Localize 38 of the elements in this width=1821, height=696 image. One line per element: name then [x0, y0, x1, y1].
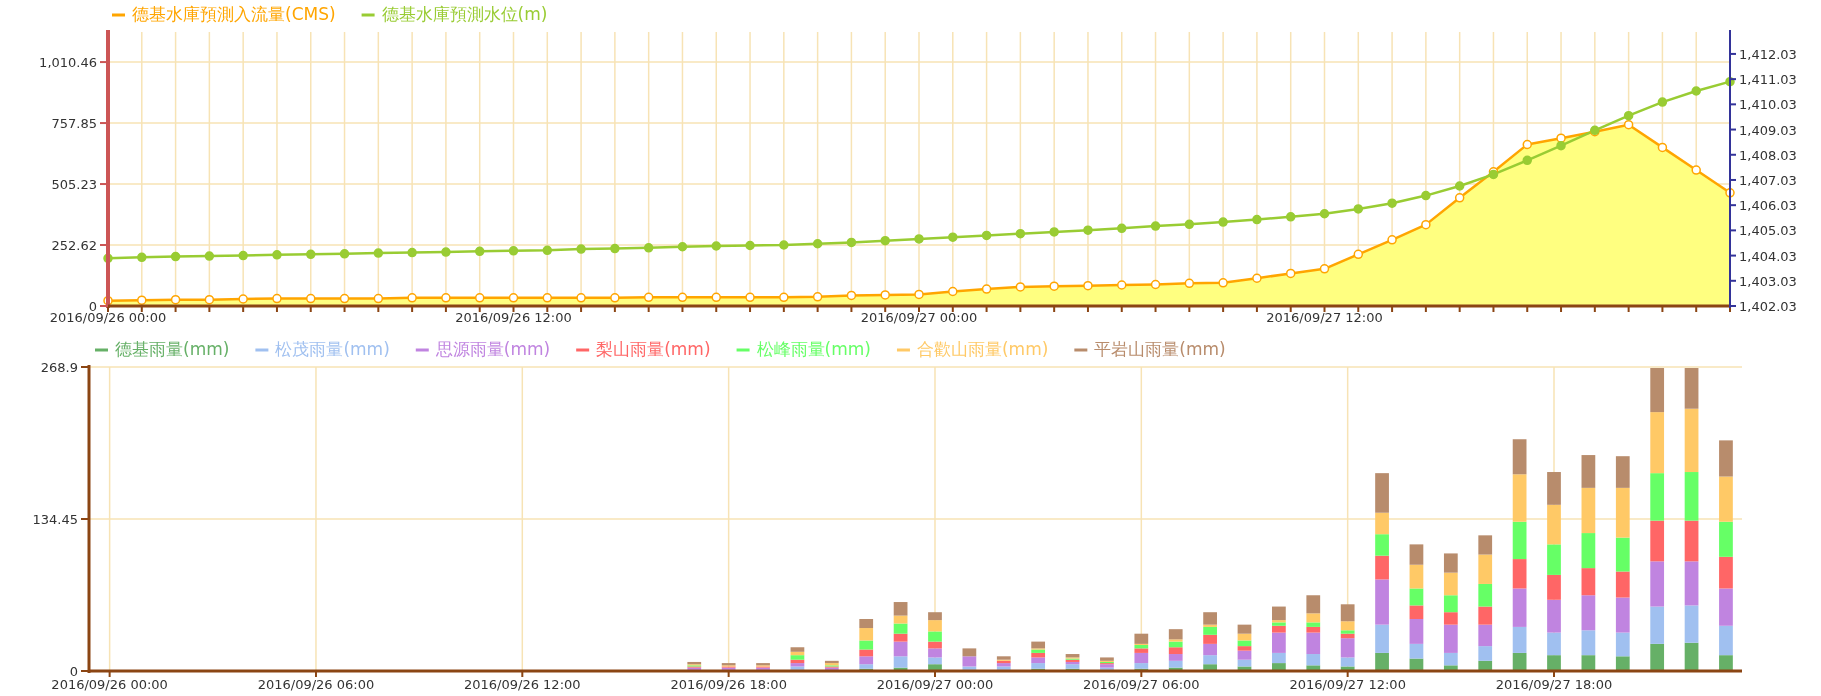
x-tick-label: 2016/09/26 00:00 — [51, 677, 168, 692]
x-tick-label: 2016/09/26 12:00 — [455, 310, 572, 325]
x-tick-label: 2016/09/27 00:00 — [876, 677, 994, 692]
y2-tick-label: 1,410.03 — [1739, 97, 1797, 113]
y-tick-label: 505.23 — [51, 177, 97, 193]
y2-tick-label: 1,406.03 — [1739, 198, 1797, 214]
legend-label: 平岩山雨量(mm) — [1094, 339, 1226, 359]
y-tick-label: 1,010.46 — [39, 55, 97, 71]
x-tick-label: 2016/09/27 12:00 — [1266, 310, 1383, 325]
x-tick-label: 2016/09/27 06:00 — [1083, 677, 1200, 692]
legend-label: 德基雨量(mm) — [115, 339, 230, 359]
x-tick-label: 2016/09/27 18:00 — [1495, 677, 1613, 692]
legend-label: 梨山雨量(mm) — [596, 339, 711, 359]
x-tick-label: 2016/09/26 18:00 — [670, 677, 787, 692]
y-tick-label: 268.9 — [40, 360, 78, 375]
legend-label: 松峰雨量(mm) — [756, 339, 871, 359]
legend-label: 合歡山雨量(mm) — [916, 339, 1049, 359]
x-tick-label: 2016/09/27 00:00 — [860, 310, 978, 325]
y2-tick-label: 1,412.03 — [1739, 46, 1797, 62]
x-tick-label: 2016/09/26 12:00 — [464, 677, 581, 692]
y2-tick-label: 1,408.03 — [1739, 147, 1797, 163]
x-tick-label: 2016/09/26 06:00 — [257, 677, 375, 692]
legend-label: 松茂雨量(mm) — [275, 339, 390, 359]
legend-label: 思源雨量(mm) — [434, 339, 551, 359]
x-tick-label: 2016/09/27 12:00 — [1289, 677, 1406, 692]
y2-tick-label: 1,409.03 — [1739, 122, 1797, 138]
y2-tick-label: 1,405.03 — [1739, 223, 1797, 239]
y2-tick-label: 1,403.03 — [1739, 273, 1797, 289]
y-tick-label: 0 — [69, 664, 78, 679]
legend-label: 德基水庫預測入流量(CMS) — [132, 4, 336, 24]
y2-tick-label: 1,402.03 — [1739, 299, 1797, 314]
y2-tick-label: 1,411.03 — [1739, 72, 1797, 88]
y2-tick-label: 1,407.03 — [1739, 172, 1797, 188]
y-tick-label: 757.85 — [51, 116, 97, 132]
legend-label: 德基水庫預測水位(m) — [381, 4, 548, 24]
y-tick-label: 252.62 — [51, 238, 97, 254]
y2-tick-label: 1,404.03 — [1739, 248, 1797, 264]
y-tick-label: 134.45 — [32, 512, 78, 527]
